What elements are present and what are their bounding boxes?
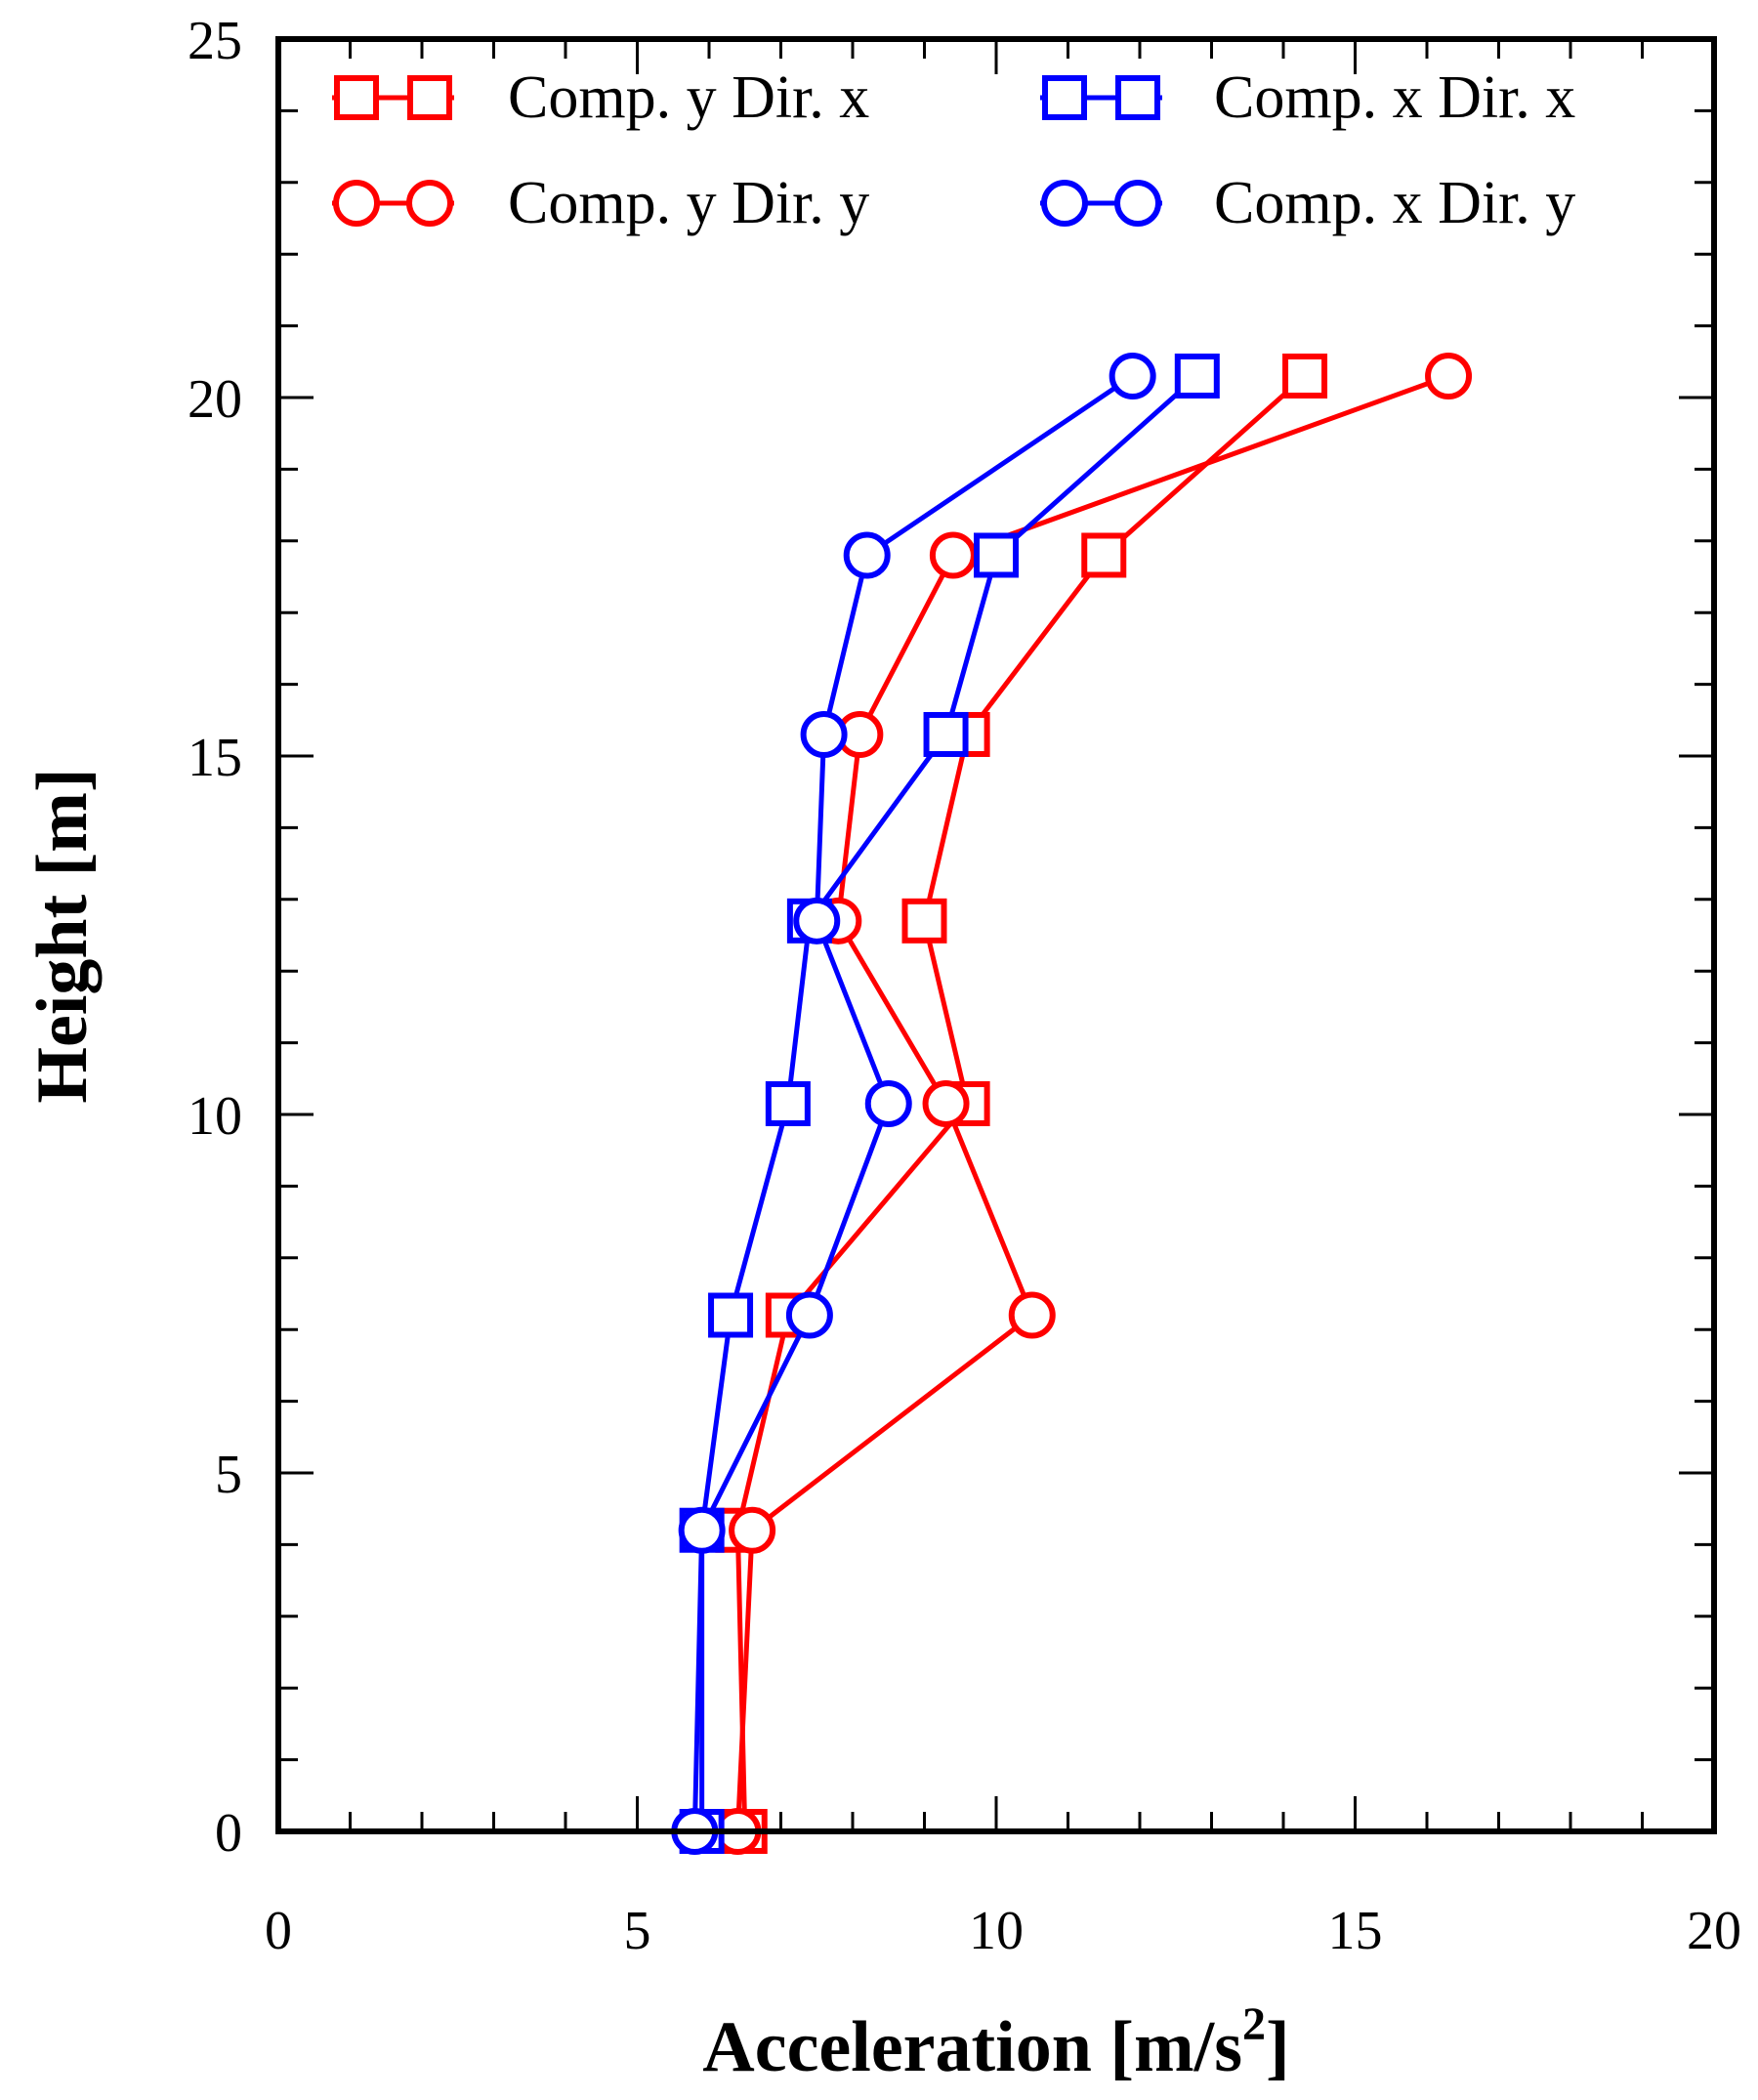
square-marker: [974, 532, 1019, 578]
legend-marker: [1115, 75, 1160, 120]
circle-marker: [1109, 352, 1156, 399]
legend-marker: [333, 180, 380, 227]
x-tick-label: 5: [624, 1901, 651, 1961]
y-tick-label: 10: [188, 1086, 242, 1147]
square-marker: [1081, 532, 1127, 578]
square-marker: [1282, 353, 1328, 399]
x-axis-title-main: Acceleration [m/s: [702, 2007, 1242, 2087]
circle-marker: [793, 897, 841, 945]
square-marker: [1174, 353, 1220, 399]
y-tick-label: 5: [215, 1445, 242, 1505]
x-axis-title-close: ]: [1266, 2007, 1290, 2087]
circle-marker: [922, 1079, 970, 1127]
x-axis-title: Acceleration [m/s2]: [702, 1998, 1289, 2087]
legend-entry-3: Comp. x Dir. y: [1040, 170, 1575, 236]
axis-labels: 0 5 10 15 20 0 5 10 15 20 25: [188, 11, 1741, 1961]
legend-marker: [334, 75, 379, 120]
x-tick-label: 0: [265, 1901, 292, 1961]
x-axis-title-superscript: 2: [1242, 1998, 1266, 2050]
legend-marker: [406, 180, 453, 227]
legend: Comp. y Dir. x Comp. y Dir. y Comp. x Dir.…: [332, 64, 1575, 236]
legend-marker: [407, 75, 452, 120]
series-line: [734, 373, 1449, 1832]
x-tick-label: 20: [1687, 1901, 1741, 1961]
circle-marker: [864, 1079, 912, 1127]
legend-entry-1: Comp. y Dir. y: [332, 170, 869, 236]
legend-label: Comp. x Dir. x: [1214, 64, 1575, 131]
series-line: [734, 374, 1307, 1832]
y-tick-label: 25: [188, 11, 242, 71]
square-marker: [765, 1080, 811, 1126]
circle-marker: [843, 531, 891, 579]
circle-marker: [800, 710, 848, 758]
y-tick-label: 15: [188, 728, 242, 788]
y-tick-label: 20: [188, 369, 242, 430]
series-line: [691, 373, 1135, 1832]
legend-marker: [1114, 180, 1161, 227]
series-0: [715, 353, 1328, 1854]
x-tick-label: 10: [969, 1901, 1024, 1961]
axis-ticks: [276, 37, 1716, 1833]
x-tick-label: 15: [1328, 1901, 1383, 1961]
y-tick-label: 0: [215, 1803, 242, 1864]
legend-marker: [1042, 75, 1087, 120]
data-series: [671, 352, 1473, 1855]
circle-marker: [729, 1506, 776, 1554]
legend-label: Comp. y Dir. y: [508, 170, 869, 236]
legend-label: Comp. y Dir. x: [508, 64, 869, 131]
circle-marker: [678, 1506, 726, 1554]
circle-marker: [929, 531, 977, 579]
square-marker: [901, 898, 947, 944]
legend-label: Comp. x Dir. y: [1214, 170, 1575, 236]
y-axis-title: Height [m]: [22, 768, 103, 1103]
square-marker: [923, 711, 969, 757]
plot-frame: [275, 36, 1717, 1834]
series-line: [699, 374, 1199, 1831]
legend-marker: [1041, 180, 1088, 227]
legend-entry-0: Comp. y Dir. x: [332, 64, 869, 131]
circle-marker: [1008, 1291, 1056, 1339]
circle-marker: [785, 1291, 833, 1339]
square-marker: [708, 1292, 754, 1338]
legend-entry-2: Comp. x Dir. x: [1040, 64, 1575, 131]
series-1: [714, 352, 1473, 1855]
circle-marker: [1425, 352, 1473, 399]
